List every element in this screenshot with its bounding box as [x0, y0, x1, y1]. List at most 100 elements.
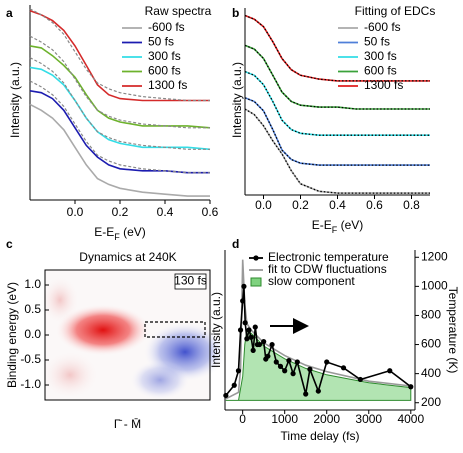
legend-title: Raw spectra: [145, 4, 212, 18]
line: [29, 80, 210, 174]
x-axis-label-part: F: [114, 232, 120, 242]
y-tick-label: -0.5: [20, 352, 41, 366]
marker: [237, 327, 244, 333]
x-tick-label: 4000: [397, 412, 424, 426]
panel-title: Dynamics at 240K: [79, 250, 176, 264]
fit-line: [244, 14, 430, 82]
x-axis-label-part: (eV): [120, 225, 146, 239]
y-tick-label: -1.0: [20, 377, 41, 391]
x-tick-label: 0.8: [403, 198, 420, 212]
x-tick-label: 1000: [271, 412, 298, 426]
x-axis-label-part: E-E: [312, 218, 332, 232]
x-axis-label-part: E-E: [94, 225, 114, 239]
marker: [282, 368, 288, 374]
y2-tick-label: 1000: [421, 279, 448, 293]
legend-label: 300 fs: [148, 49, 181, 63]
legend-label: -600 fs: [148, 20, 185, 34]
line: [244, 14, 430, 82]
y2-axis-label: Temperature (K): [446, 287, 460, 374]
marker: [303, 391, 309, 397]
panel-label: b: [232, 6, 239, 20]
legend-label: 1300 fs: [364, 78, 403, 92]
line: [29, 10, 210, 102]
x-tick-label: 0.4: [329, 198, 346, 212]
legend-label: 600 fs: [364, 64, 397, 78]
legend-label: slow component: [268, 274, 355, 288]
marker: [324, 359, 330, 365]
x-tick-label: 0.4: [157, 205, 174, 219]
marker: [286, 357, 292, 364]
marker: [246, 327, 252, 333]
fit-line: [244, 97, 430, 166]
fit-line: [244, 108, 430, 194]
marker: [252, 324, 258, 330]
line: [29, 57, 210, 150]
y2-tick-label: 200: [421, 395, 441, 409]
y-axis-label: Intensity (a.u.): [209, 292, 223, 368]
x-tick-label: 0.2: [292, 198, 309, 212]
marker: [261, 339, 267, 345]
y2-tick-label: 600: [421, 337, 441, 351]
y-tick-label: 0.5: [24, 302, 41, 316]
marker: [290, 371, 296, 377]
marker: [265, 353, 271, 359]
marker: [273, 359, 279, 365]
heatmap-image: [40, 270, 227, 400]
marker: [256, 341, 263, 348]
legend-label: 50 fs: [364, 35, 390, 49]
panel-label: a: [6, 6, 13, 20]
marker: [248, 334, 254, 340]
marker: [277, 363, 284, 369]
x-axis-label-part: (eV): [337, 218, 363, 232]
legend-label: 1300 fs: [148, 78, 187, 92]
x-tick-label: 3000: [355, 412, 382, 426]
y2-tick-label: 1200: [421, 249, 448, 263]
x-axis-label: E-EF (eV): [94, 225, 146, 242]
x-axis-label-part: F: [332, 225, 338, 235]
marker: [231, 382, 237, 388]
legend-label: 300 fs: [364, 49, 397, 63]
legend-marker: [253, 255, 259, 261]
marker: [241, 283, 247, 289]
panel-label: d: [232, 237, 239, 251]
marker: [408, 384, 414, 390]
y-axis-label: Intensity (a.u.): [230, 62, 244, 138]
legend-label: 50 fs: [148, 35, 174, 49]
panel-label: c: [6, 237, 13, 251]
marker: [240, 298, 246, 304]
legend-label: 600 fs: [148, 64, 181, 78]
legend-label: -600 fs: [364, 20, 401, 34]
marker: [387, 368, 393, 374]
x-tick-label: 0.2: [112, 205, 129, 219]
legend-title: Fitting of EDCs: [355, 4, 436, 18]
marker: [294, 359, 300, 365]
annotation: 130 fs: [174, 274, 207, 288]
line: [29, 35, 210, 129]
legend-swatch: [250, 277, 262, 287]
x-axis-label: Time delay (fs): [281, 429, 360, 443]
marker: [244, 336, 250, 342]
marker: [307, 366, 313, 372]
line: [29, 90, 210, 174]
line: [29, 8, 210, 102]
marker: [250, 347, 256, 353]
y-axis-label: Binding energy (eV): [5, 282, 19, 388]
x-axis-label: E-EF (eV): [312, 218, 364, 235]
marker: [242, 320, 248, 326]
y2-tick-label: 400: [421, 366, 441, 380]
x-tick-label: 0.0: [255, 198, 272, 212]
x-tick-label: 2000: [313, 412, 340, 426]
line: [244, 44, 430, 110]
line: [244, 108, 430, 194]
x-tick-label: 0: [239, 412, 246, 426]
marker: [357, 376, 363, 383]
fit-line: [244, 70, 430, 136]
x-tick-label: 0.0: [67, 205, 84, 219]
legend-label: Electronic temperature: [268, 250, 389, 264]
x-tick-label: 0.6: [366, 198, 383, 212]
legend-label: fit to CDW fluctuations: [268, 262, 387, 276]
y2-tick-label: 800: [421, 308, 441, 322]
marker: [269, 341, 275, 348]
marker: [223, 392, 229, 399]
